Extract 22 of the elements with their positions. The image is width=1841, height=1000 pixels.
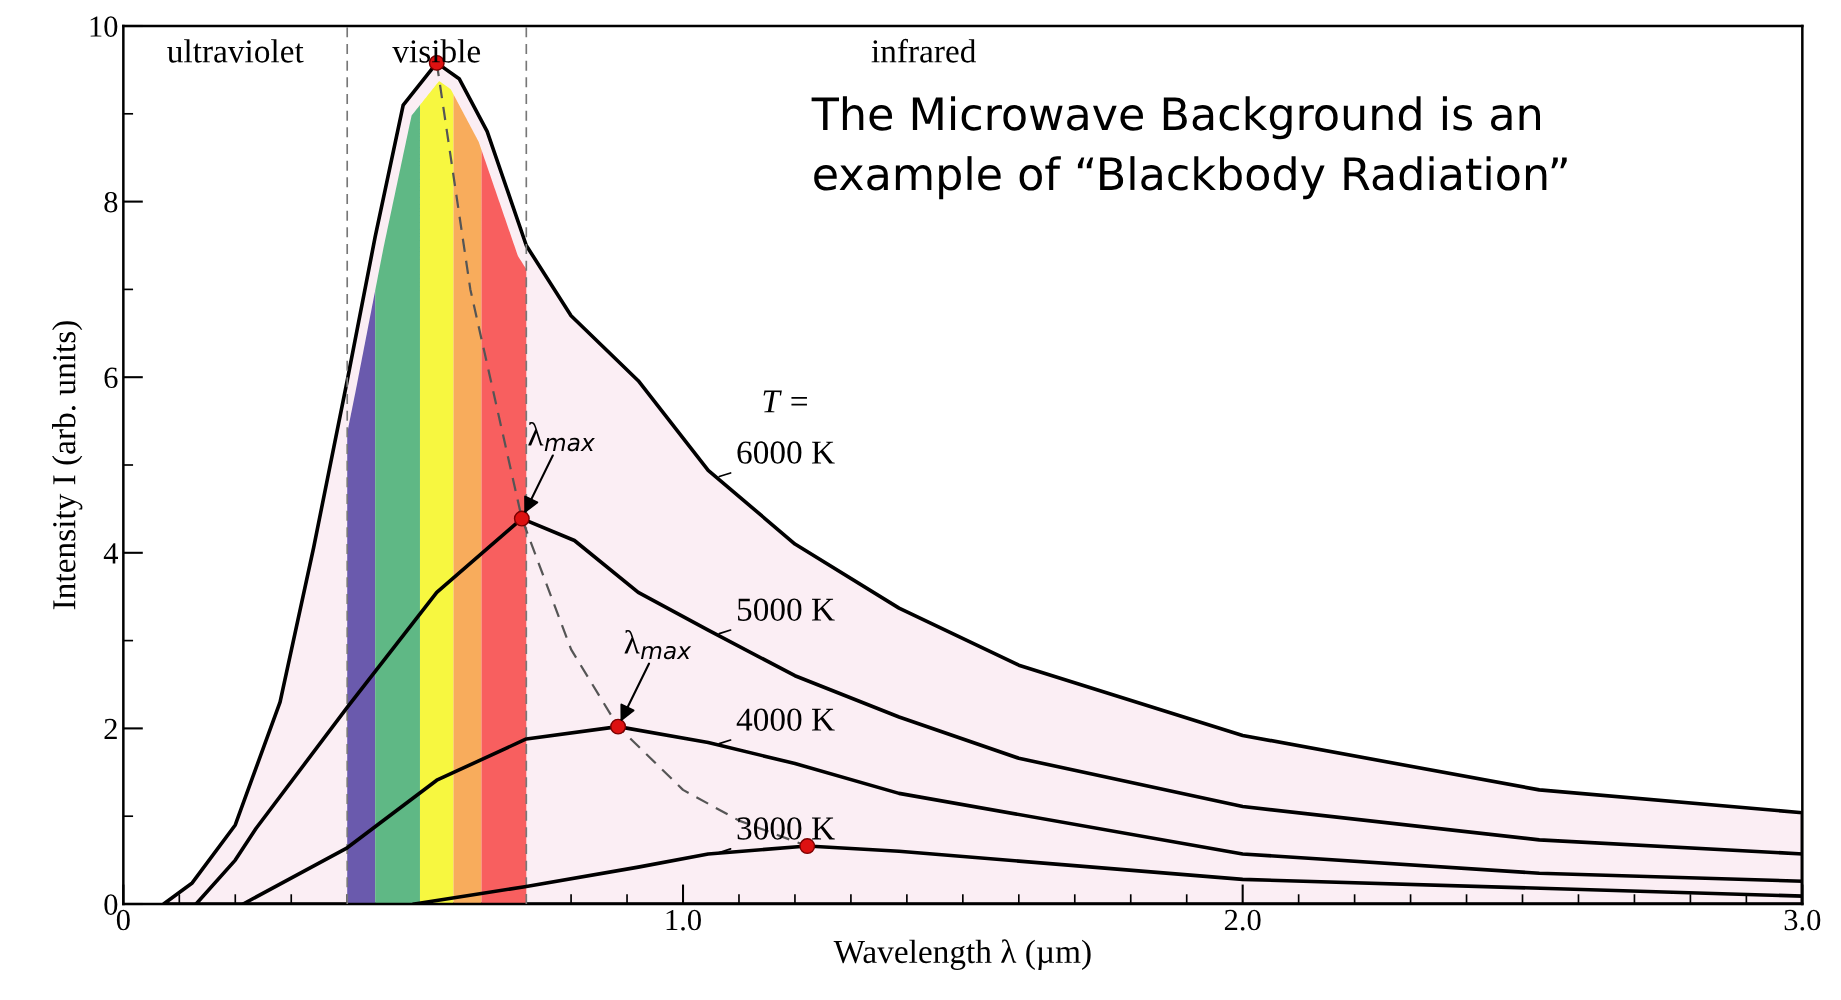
legend-label: 5000 K [737,598,835,621]
annotation: visible [392,39,481,63]
legend-label: 3000 K [737,817,835,840]
annotation: λ$_{max}$ [528,421,595,452]
legend-label: 4000 K [736,708,835,731]
y-tick-label: 2 [104,718,117,739]
annotation: The Microwave Background is an example of “Blackbody Radiation” [811,96,1567,200]
x-tick-label: 1.0 [666,909,701,931]
annotation: ultraviolet [167,39,304,63]
annotation: λ$_{max}$ [624,630,692,660]
y-tick-label: 0 [104,894,118,915]
y-tick-label: 6 [104,367,118,389]
x-tick-label: 2.0 [1224,909,1261,931]
y-tick-label: 4 [103,543,119,564]
x-tick-label: 3.0 [1784,909,1821,931]
annotation: infrared [871,38,976,63]
y-tick-label: 8 [104,191,118,213]
x-axis-title: Wavelength λ (µm) [833,939,1091,971]
y-axis-title: Intensity I (arb. units) [52,321,83,610]
y-tick-label: 10 [90,16,118,37]
annotation: T = [763,390,807,413]
legend-label: 6000 K [737,441,835,464]
